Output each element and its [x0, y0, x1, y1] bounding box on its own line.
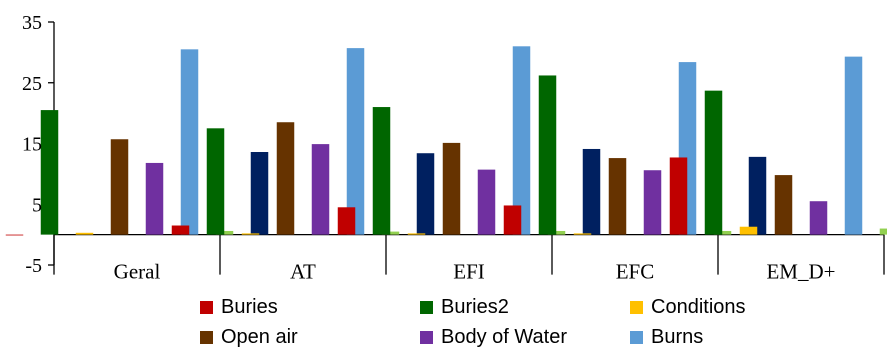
legend-swatch [630, 331, 643, 344]
x-category-label: AT [290, 260, 316, 284]
bar [739, 226, 758, 235]
legend-label: Conditions [651, 296, 746, 318]
bar [215, 230, 234, 235]
bar [748, 156, 767, 235]
bar [337, 207, 356, 235]
legend-label: Open air [221, 326, 298, 348]
bar [582, 148, 601, 235]
legend-label: Buries [221, 296, 278, 318]
y-tick-label: 35 [22, 12, 42, 34]
bar [809, 201, 828, 235]
bar [40, 110, 59, 235]
bar [442, 142, 461, 235]
chart-axes [48, 21, 885, 275]
bar [110, 139, 129, 235]
bar [538, 75, 557, 235]
bar [407, 233, 426, 235]
y-tick-label: 5 [32, 194, 42, 216]
y-tick-label: -5 [25, 255, 42, 277]
chart-bars [5, 46, 887, 236]
legend-swatch [630, 301, 643, 314]
bar [844, 56, 863, 235]
x-category-label: EFC [616, 260, 655, 284]
bar [75, 232, 94, 235]
legend-item: Buries [200, 296, 278, 319]
y-tick-label: 15 [22, 134, 42, 156]
bar [704, 90, 723, 235]
bar [346, 48, 365, 235]
legend-swatch [420, 301, 433, 314]
x-category-label: EFI [453, 260, 485, 284]
y-tick-label: 25 [22, 73, 42, 95]
legend-item: Burns [630, 326, 703, 349]
legend-item: Body of Water [420, 326, 567, 349]
chart-labels: -5 5 15 25 35 Geral AT EFI EFC EM_D+ [22, 12, 836, 284]
bar [180, 49, 199, 235]
bar [372, 107, 391, 235]
bar [241, 233, 260, 235]
bar [145, 162, 164, 235]
bar [381, 231, 400, 235]
legend-label: Body of Water [441, 326, 567, 348]
bar [416, 153, 435, 235]
bar [477, 169, 496, 235]
legend-item: Buries2 [420, 296, 509, 319]
bar-chart: -5 5 15 25 35 Geral AT EFI EFC EM_D+ [5, 12, 887, 284]
bar [774, 175, 793, 235]
bar [879, 228, 887, 235]
legend-item: Conditions [630, 296, 746, 319]
x-category-label: Geral [114, 260, 161, 284]
chart-legend: Buries Buries2 Conditions Open air Body of W… [200, 296, 880, 354]
bar [276, 122, 295, 235]
bar [643, 170, 662, 235]
bar [669, 157, 688, 235]
bar [547, 230, 566, 235]
bar [503, 205, 522, 235]
legend-label: Buries2 [441, 296, 509, 318]
legend-swatch [200, 301, 213, 314]
bar [608, 158, 627, 235]
bar [573, 233, 592, 235]
bar [5, 234, 24, 236]
legend-swatch [420, 331, 433, 344]
bar [171, 225, 190, 235]
legend-label: Burns [651, 326, 704, 348]
bar [250, 152, 269, 235]
legend-item: Open air [200, 326, 298, 349]
legend-swatch [200, 331, 213, 344]
bar [512, 46, 531, 235]
x-category-label: EM_D+ [766, 260, 835, 284]
bar [311, 144, 330, 235]
bar [206, 128, 225, 235]
bar [713, 230, 732, 235]
